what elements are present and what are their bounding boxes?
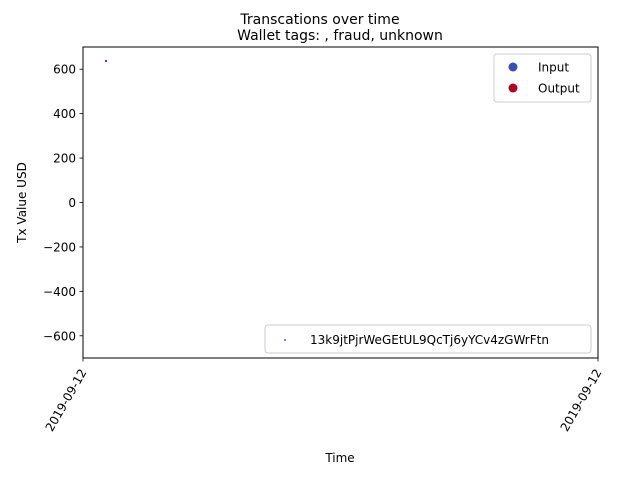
legend-input-label: Input xyxy=(538,61,569,75)
x-tick-label: 2019-09-12 xyxy=(558,367,605,434)
data-point-output xyxy=(104,59,108,63)
legend-wallet-frame xyxy=(264,324,592,354)
y-tick-label: 200 xyxy=(53,152,76,166)
x-axis-ticks: 2019-09-12 2019-09-12 xyxy=(43,358,605,434)
legend-input-marker xyxy=(508,62,518,72)
y-axis-ticks: −600 −400 −200 0 200 400 600 xyxy=(43,63,83,343)
chart-suptitle: Transcations over time xyxy=(239,12,399,28)
x-axis-label: Time xyxy=(324,451,354,465)
data-points xyxy=(104,59,108,63)
plot-area-frame xyxy=(82,46,599,359)
legend-wallet-label: 13k9jtPjrWeGEtUL9QcTj6yYCv4zGWrFtn xyxy=(310,333,549,347)
legend-type: Input Output xyxy=(493,53,592,103)
x-tick-label: 2019-09-12 xyxy=(43,367,90,434)
y-tick-label: −200 xyxy=(43,240,76,254)
legend-output-marker xyxy=(508,83,518,93)
chart-title: Wallet tags: , fraud, unknown xyxy=(237,28,443,44)
y-axis-label: Tx Value USD xyxy=(15,162,29,244)
y-tick-label: −600 xyxy=(43,329,76,343)
legend-wallet: 13k9jtPjrWeGEtUL9QcTj6yYCv4zGWrFtn xyxy=(264,324,592,354)
legend-output-label: Output xyxy=(538,82,580,96)
y-tick-label: 0 xyxy=(68,196,76,210)
legend-type-frame xyxy=(493,53,592,103)
y-tick-label: 400 xyxy=(53,107,76,121)
legend-wallet-marker xyxy=(284,339,286,341)
y-tick-label: −400 xyxy=(43,285,76,299)
y-tick-label: 600 xyxy=(53,63,76,77)
